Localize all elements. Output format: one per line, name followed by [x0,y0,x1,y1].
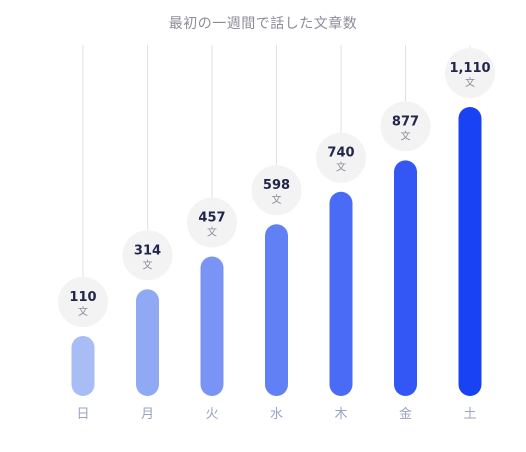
unit-label: 文 [336,161,346,174]
data-label: 598 [263,178,290,193]
unit-label: 文 [207,226,217,239]
x-tick-label: 金 [399,406,412,422]
value-bubble [445,48,495,98]
bar-火 [200,256,224,396]
x-tick-label: 日 [76,407,89,422]
x-tick-label: 水 [270,407,283,422]
data-label: 740 [327,146,354,161]
x-tick-label: 月 [141,407,154,422]
x-axis-ticks: 日月火水木金土 [76,406,476,422]
bar-水 [265,224,288,396]
x-tick-label: 土 [463,407,476,422]
value-bubble [122,230,173,281]
value-bubble [316,132,366,183]
value-bubble [251,165,302,216]
bar-月 [136,289,159,396]
data-label: 877 [392,114,419,129]
value-bubble [58,277,108,327]
unit-label: 文 [272,193,282,206]
unit-label: 文 [78,305,88,318]
bar-木 [329,191,353,396]
value-bubble [187,197,237,248]
data-label: 314 [134,243,161,258]
guide-lines [82,45,471,277]
value-bubble [380,101,431,152]
unit-label: 文 [401,129,411,142]
bar-土 [458,107,482,396]
bar-金 [394,160,417,396]
unit-label: 文 [143,258,153,271]
data-label: 457 [198,211,225,226]
chart-title: 最初の一週間で話した文章数 [168,16,358,32]
data-label: 110 [69,290,96,305]
x-tick-label: 火 [205,407,218,422]
data-label: 1,110 [449,61,490,76]
bar-日 [71,336,95,396]
x-tick-label: 木 [334,407,347,422]
unit-label: 文 [465,76,475,89]
bars [71,107,482,396]
